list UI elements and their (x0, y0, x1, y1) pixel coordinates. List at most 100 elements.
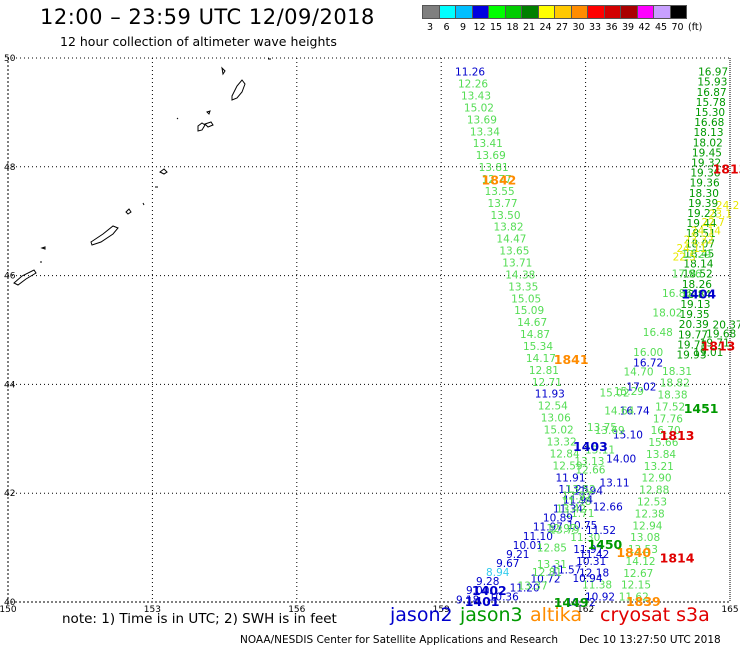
lon-tick-label: 165 (721, 605, 738, 615)
wave-height-value: 11.52 (586, 525, 616, 537)
wave-height-value: 18.02 (693, 137, 723, 149)
wave-height-value: 11.26 (455, 67, 485, 79)
wave-height-value: 11.23 (558, 484, 588, 496)
wave-height-value: 18.07 (685, 238, 715, 250)
wave-height-value: 10.92 (585, 592, 615, 604)
wave-height-value: 19.71 (700, 338, 730, 350)
wave-height-value: 11.57 (551, 564, 581, 576)
lon-tick-label: 153 (144, 605, 161, 615)
wave-height-value: 12.26 (458, 79, 488, 91)
track-id-label: 1401 (465, 594, 500, 609)
wave-height-value: 19.36 (690, 178, 720, 190)
footer-date: Dec 10 13:27:50 UTC 2018 (579, 634, 721, 646)
legend-label: 3 (426, 22, 434, 33)
lon-tick-label: 150 (0, 605, 17, 615)
wave-height-value: 12.59 (553, 460, 583, 472)
wave-height-value: 16.00 (633, 347, 663, 359)
lat-tick-label: 40 (4, 598, 16, 608)
wave-height-value: 22.5 (673, 252, 696, 264)
wave-height-value: 15.09 (514, 305, 544, 317)
wave-height-value: 15.34 (523, 341, 553, 353)
wave-height-value: 16.72 (633, 358, 663, 370)
legend-label: 21 (522, 22, 536, 33)
wave-height-value: 15.10 (613, 429, 643, 441)
wave-height-value: 13.35 (508, 281, 538, 293)
wave-height-value: 13.81 (479, 162, 509, 174)
wave-height-value: 19.36 (690, 168, 720, 180)
legend-label: 9 (459, 22, 467, 33)
wave-height-value: 12.97 (547, 523, 577, 535)
lon-tick-label: 156 (288, 605, 305, 615)
lat-tick-label: 48 (4, 163, 16, 173)
wave-height-value: 19.44 (687, 218, 717, 230)
wave-height-value: 13.32 (547, 436, 577, 448)
lat-lon-grid (7, 57, 731, 603)
coastline-kuril-islands (13, 58, 271, 286)
legend-label: 30 (572, 22, 585, 33)
track-id-label: 1841 (554, 352, 589, 367)
wave-height-value: 10.01 (513, 540, 543, 552)
wave-height-value: 16.87 (697, 87, 727, 99)
wave-height-value: 15.29 (614, 386, 644, 398)
legend-label: 6 (443, 22, 450, 33)
track-id-label: 1813 (713, 162, 740, 177)
wave-height-value: 14.38 (505, 269, 535, 281)
legend-label: 36 (605, 22, 618, 33)
wave-height-value: 12.15 (621, 580, 651, 592)
legend-label: 12 (473, 22, 486, 33)
wave-height-value: 18.51 (686, 228, 716, 240)
color-legend: 3 6 9 12 15 18 21 24 27 30 33 36 39 42 45 70 (ft) (422, 5, 702, 33)
wave-height-value: 12.94 (632, 520, 662, 532)
legend-swatch (669, 5, 687, 19)
track-id-label: 1814 (660, 550, 695, 565)
wave-height-value: 14.64 (604, 406, 634, 418)
map-subtitle: 12 hour collection of altimeter wave hei… (60, 34, 337, 49)
wave-height-value: 9.21 (506, 549, 529, 561)
lat-tick-label: 42 (4, 489, 15, 499)
lon-tick-label: 159 (433, 605, 450, 615)
wave-height-value: 16.74 (620, 406, 650, 418)
wave-height-value: 17.76 (653, 413, 683, 425)
wave-height-value: 13.52 (566, 484, 596, 496)
wave-height-value: 16.97 (698, 67, 728, 79)
legend-label: 70 (671, 22, 684, 33)
wave-height-value: 15.05 (511, 293, 541, 305)
lat-tick-label: 46 (4, 272, 16, 282)
satellite-altika: altika (530, 604, 582, 626)
footer-note: note: 1) Time is in UTC; 2) SWH is in fe… (62, 611, 337, 627)
axis-tick-labels: 150 153 156 159 162 165 40 42 44 46 48 50 (0, 54, 739, 615)
legend-label: 27 (555, 22, 569, 33)
wave-height-value: 14.12 (626, 556, 656, 568)
wave-height-value: 14.17 (526, 353, 556, 365)
track-id-label: 1450 (587, 537, 622, 552)
wave-height-value: 13.34 (470, 126, 500, 138)
wave-height-value: 13.13 (574, 456, 604, 468)
wave-height-value: 13.06 (541, 413, 571, 425)
wave-height-value: 11.10 (523, 531, 553, 543)
legend-swatches (422, 5, 687, 19)
wave-height-value: 19.32 (691, 158, 721, 170)
wave-height-value: 13.69 (476, 150, 506, 162)
wave-height-value: 11.91 (555, 472, 585, 484)
wave-height-value: 19.77 (678, 329, 708, 341)
wave-height-value: 13.82 (493, 222, 523, 234)
wave-height-value: 12.53 (637, 497, 667, 509)
wave-height-value: 23.32 (684, 234, 714, 246)
wave-height-value: 13.08 (630, 532, 660, 544)
wave-height-value: 9.67 (496, 558, 519, 570)
track-id-label: 1840 (616, 545, 651, 560)
wave-height-value: 10.72 (566, 597, 596, 609)
wave-height-value: 14.67 (517, 317, 547, 329)
satellite-jason3: jason3 (460, 604, 523, 626)
wave-height-value: 11.71 (564, 508, 594, 520)
wave-height-value: 15.02 (544, 425, 574, 437)
wave-height-value: 11.94 (563, 495, 593, 507)
wave-height-value: 12.84 (550, 448, 580, 460)
legend-label: 18 (506, 22, 519, 33)
wave-height-value: 13.41 (473, 138, 503, 150)
wave-height-value: 13.55 (485, 186, 515, 198)
wave-height-value: 10.89 (543, 513, 573, 525)
wave-height-value: 18.13 (693, 127, 723, 139)
track-id-label: 1842 (482, 172, 517, 187)
wave-height-value: 20.39 (679, 319, 709, 331)
